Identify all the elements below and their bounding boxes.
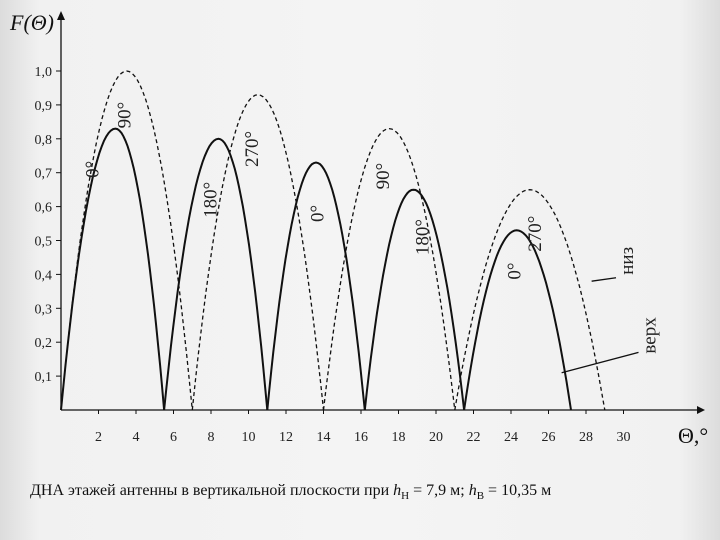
legend-pointer-2: [561, 351, 639, 374]
x-tick-label: 18: [392, 430, 406, 445]
annotation-label: 90°: [114, 102, 135, 129]
lobe-verkh-2: [163, 137, 269, 411]
annotation-label: 0°: [504, 262, 525, 279]
y-tick-label: 0,9: [35, 99, 53, 114]
x-axis-title: Θ,°: [678, 423, 708, 448]
lobe-niz-4: [454, 189, 606, 411]
caption-h2-symbol: h: [468, 482, 477, 499]
annotation-label: 0°: [308, 205, 329, 222]
y-tick-label: 0,2: [35, 336, 53, 351]
caption-text: ДНА этажей антенны в вертикальной плоско…: [30, 482, 394, 499]
y-tick-label: 0,8: [35, 133, 53, 148]
lobe-verkh-4: [363, 188, 466, 411]
x-tick-label: 30: [617, 430, 631, 445]
y-tick-label: 0,4: [35, 268, 53, 283]
y-tick-label: 0,3: [35, 302, 53, 317]
x-tick-label: 22: [467, 430, 481, 445]
x-tick-label: 20: [429, 430, 443, 445]
y-tick-label: 0,6: [35, 201, 53, 216]
x-tick-label: 8: [208, 430, 215, 445]
y-tick-label: 0,5: [35, 235, 53, 250]
caption-h1-symbol: h: [393, 482, 402, 499]
caption-h2-subscript: В: [476, 490, 485, 503]
y-tick-label: 0,1: [35, 370, 53, 385]
annotation-label: 270°: [525, 216, 546, 252]
annotation-label: 180°: [201, 182, 222, 218]
x-tick-label: 6: [170, 430, 177, 445]
lobe-verkh-3: [266, 161, 366, 411]
annotation-label: 90°: [373, 163, 394, 190]
lobe-niz-3: [322, 127, 456, 411]
annotation-label: 0°: [83, 161, 104, 178]
x-tick-label: 14: [317, 430, 331, 445]
lobe-niz-1: [60, 70, 193, 411]
annotation-label: низ: [617, 247, 638, 275]
x-tick-label: 16: [354, 430, 368, 445]
caption-h1-value: = 7,9 м;: [409, 482, 469, 499]
y-tick-label: 0,7: [35, 167, 53, 182]
caption-h1-subscript: Н: [401, 490, 410, 503]
annotation-label: верх: [639, 317, 660, 354]
lobe-verkh-5: [463, 229, 572, 411]
x-tick-label: 28: [579, 430, 593, 445]
y-axis-title: F(Θ): [9, 10, 54, 35]
x-tick-label: 4: [133, 430, 140, 445]
x-axis-arrow: [697, 406, 705, 414]
y-axis-arrow: [57, 11, 65, 20]
x-tick-label: 12: [279, 430, 293, 445]
x-tick-label: 10: [242, 430, 256, 445]
x-tick-label: 2: [95, 430, 102, 445]
annotation-label: 270°: [242, 131, 263, 167]
y-tick-label: 1,0: [35, 65, 53, 80]
x-tick-label: 26: [542, 430, 556, 445]
caption-h2-value: = 10,35 м: [484, 482, 552, 499]
x-tick-label: 24: [504, 430, 518, 445]
figure-caption: ДНА этажей антенны в вертикальной плоско…: [30, 482, 710, 502]
annotation-label: 180°: [413, 219, 434, 255]
legend-pointer-1: [591, 277, 617, 282]
lobe-niz-2: [191, 94, 325, 411]
